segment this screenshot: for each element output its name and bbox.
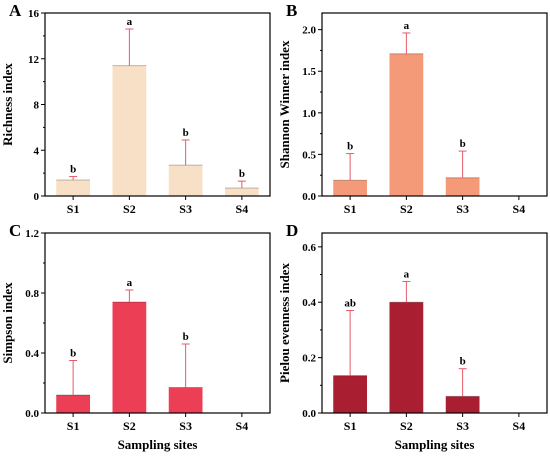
y-axis-label: Pielou evenness index xyxy=(277,263,292,383)
x-tick-label: S4 xyxy=(513,202,526,216)
panel-label: C xyxy=(9,221,21,240)
y-tick-label: 16 xyxy=(28,8,40,20)
significance-letter: ab xyxy=(344,298,356,310)
x-tick-label: S4 xyxy=(513,419,526,433)
x-tick-label: S1 xyxy=(67,202,80,216)
x-tick-label: S3 xyxy=(179,202,192,216)
x-tick-label: S2 xyxy=(123,202,136,216)
bar xyxy=(56,179,90,196)
x-tick-label: S1 xyxy=(67,419,80,433)
y-tick-label: 0.2 xyxy=(302,353,316,365)
x-tick-label: S2 xyxy=(400,202,413,216)
y-tick-label: 0.0 xyxy=(25,408,39,420)
significance-letter: a xyxy=(127,277,133,289)
y-tick-label: 0 xyxy=(34,191,40,203)
significance-letter: b xyxy=(70,348,76,360)
bar xyxy=(168,387,203,413)
y-axis-label: Shannon Winner index xyxy=(277,40,292,168)
y-tick-label: 0.5 xyxy=(302,149,316,161)
y-tick-label: 0.8 xyxy=(25,288,39,300)
bar xyxy=(445,396,480,413)
significance-letter: b xyxy=(183,331,189,343)
significance-letter: a xyxy=(127,16,133,28)
y-tick-label: 1.5 xyxy=(302,66,316,78)
y-axis-label: Richness index xyxy=(0,63,15,146)
bar xyxy=(389,53,424,196)
significance-letter: b xyxy=(460,356,466,368)
panel-label: D xyxy=(286,221,298,240)
bar xyxy=(112,302,147,413)
y-axis-label: Simpson index xyxy=(0,282,15,364)
x-tick-label: S3 xyxy=(456,419,469,433)
y-tick-label: 0.0 xyxy=(302,191,316,203)
significance-letter: b xyxy=(183,127,189,139)
significance-letter: b xyxy=(239,168,245,180)
bar xyxy=(333,375,367,413)
x-axis-label: Sampling sites xyxy=(118,437,198,452)
significance-letter: a xyxy=(404,268,410,280)
significance-letter: b xyxy=(347,141,353,153)
plot-frame xyxy=(321,12,548,197)
panel-a: Ab S1 a S2 b S3 b S4 0 4 8 12 16 Richness index xyxy=(0,1,271,216)
panel-label: B xyxy=(286,1,297,20)
x-tick-label: S2 xyxy=(400,419,413,433)
x-tick-label: S4 xyxy=(236,419,249,433)
bar xyxy=(389,302,424,413)
bar xyxy=(225,187,259,196)
panel-b: Bb S1 a S2 b S3 S4 0.0 0.5 1.0 1.5 2.0 Shannon Winne… xyxy=(277,1,548,216)
x-tick-label: S4 xyxy=(236,202,249,216)
y-tick-label: 1.2 xyxy=(25,228,39,240)
bar xyxy=(112,65,147,196)
y-tick-label: 0.0 xyxy=(302,408,316,420)
y-tick-label: 12 xyxy=(28,54,40,66)
y-tick-label: 0.6 xyxy=(302,242,316,254)
y-tick-label: 2.0 xyxy=(302,25,316,37)
significance-letter: a xyxy=(404,20,410,32)
plot-frame xyxy=(321,232,548,414)
x-axis-label: Sampling sites xyxy=(395,437,475,452)
plot-frame xyxy=(44,12,271,197)
panel-c: Cb S1 a S2 b S3 S4 0.0 0.4 0.8 1.2 Simpson index Sam… xyxy=(0,221,271,452)
bar xyxy=(168,165,203,196)
y-tick-label: 8 xyxy=(34,100,40,112)
bar xyxy=(445,177,480,196)
panel-label: A xyxy=(9,1,22,20)
plot-frame xyxy=(44,232,271,414)
significance-letter: b xyxy=(70,164,76,176)
significance-letter: b xyxy=(460,138,466,150)
y-tick-label: 0.4 xyxy=(25,348,39,360)
x-tick-label: S1 xyxy=(344,202,357,216)
x-tick-label: S2 xyxy=(123,419,136,433)
y-tick-label: 1.0 xyxy=(302,108,316,120)
x-tick-label: S1 xyxy=(344,419,357,433)
bar xyxy=(333,180,367,196)
panel-d: Dab S1 a S2 b S3 S4 0.0 0.2 0.4 0.6 Pielou evenness… xyxy=(277,221,548,452)
x-tick-label: S3 xyxy=(456,202,469,216)
y-tick-label: 4 xyxy=(34,145,40,157)
x-tick-label: S3 xyxy=(179,419,192,433)
bar xyxy=(56,395,90,413)
y-tick-label: 0.4 xyxy=(302,297,316,309)
